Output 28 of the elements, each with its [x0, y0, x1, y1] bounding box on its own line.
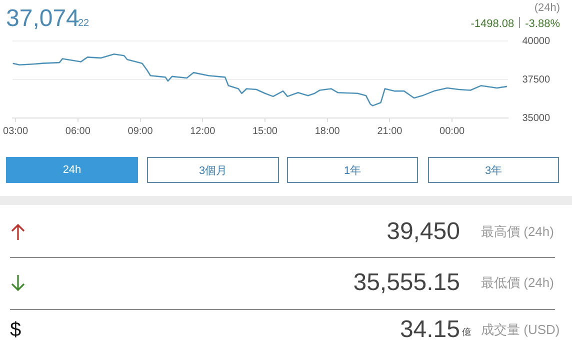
x-tick-label: 18:00: [314, 126, 340, 137]
x-tick-label: 21:00: [377, 126, 403, 137]
x-tick-label: 15:00: [252, 126, 278, 137]
text: 最高價 (24h): [481, 224, 554, 239]
text: $: [10, 319, 22, 341]
x-tick-label: 12:00: [190, 126, 216, 137]
text: 成交量 (USD): [481, 322, 560, 337]
text: 億: [462, 327, 471, 337]
y-tick-label: 40000: [522, 36, 550, 47]
y-tick-label: 35000: [522, 112, 550, 124]
text: 35,555.15: [353, 269, 460, 296]
text: 1年: [287, 157, 418, 183]
x-tick-label: 03:00: [3, 126, 28, 137]
text: 34.15: [400, 316, 460, 343]
text: -1498.08: [470, 18, 514, 30]
text: 22: [78, 18, 90, 29]
text: 24h: [6, 157, 138, 183]
chart-title: 37,074: [6, 5, 80, 32]
text: -3.88%: [525, 18, 560, 30]
x-tick-label: 06:00: [65, 126, 91, 137]
text: 3年: [428, 157, 559, 183]
text: 最低價 (24h): [481, 275, 554, 290]
text: 39,450: [386, 218, 460, 245]
text: 3個月: [147, 157, 279, 183]
text: (24h): [534, 2, 560, 14]
x-tick-label: 00:00: [440, 126, 466, 137]
y-tick-label: 37500: [522, 74, 550, 86]
x-tick-label: 09:00: [128, 126, 154, 137]
